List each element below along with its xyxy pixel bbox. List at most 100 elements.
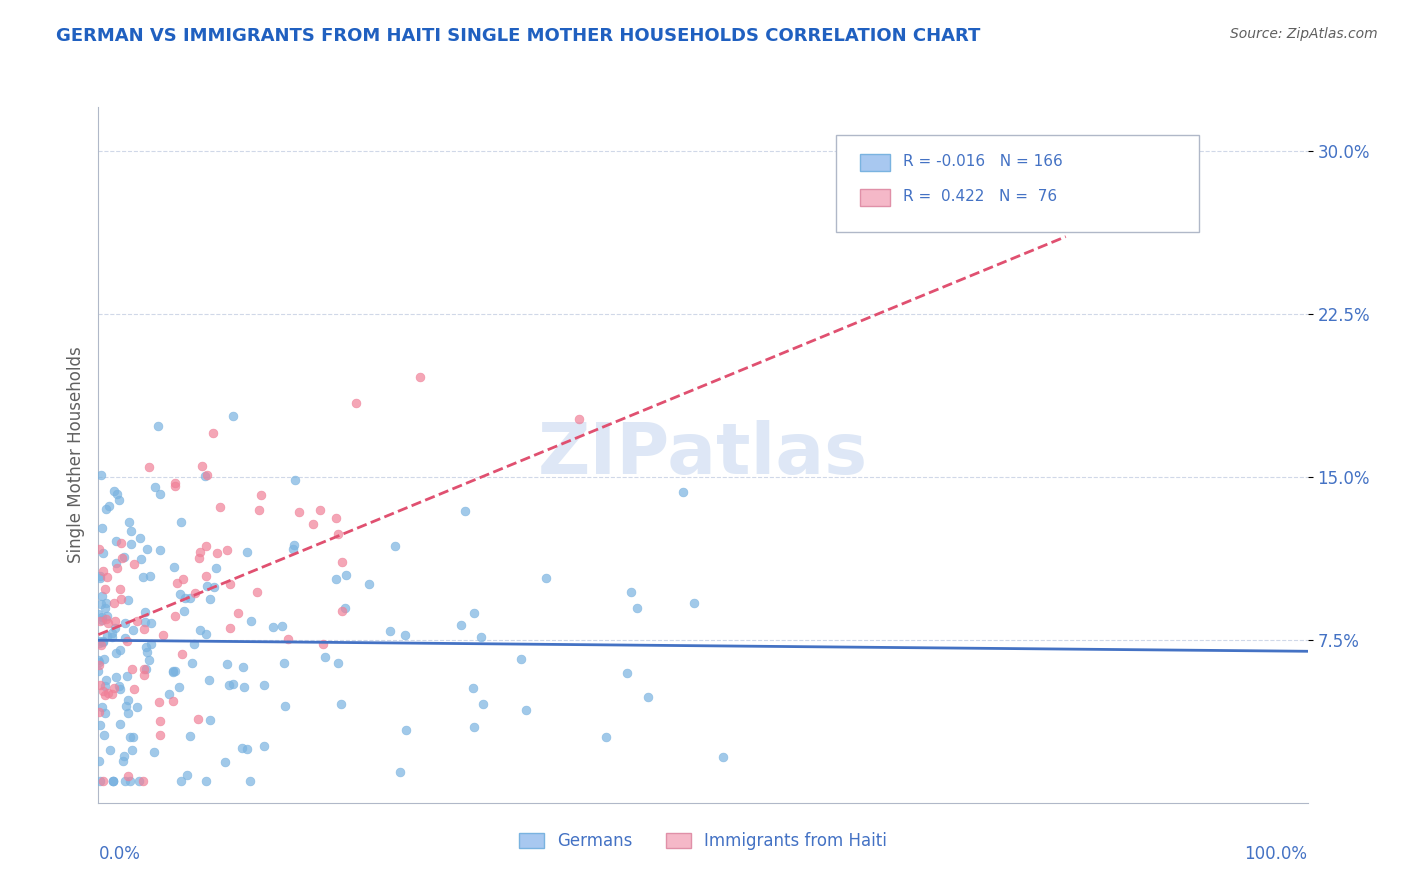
Point [105,561,128,575]
Point [94,596,117,610]
Point [262,620,284,634]
Point [344,396,367,410]
Point [170,515,193,529]
Point [104,614,127,628]
Point [110,551,132,566]
Point [87,607,110,622]
Point [214,755,236,769]
Point [253,677,276,691]
Point [149,542,172,557]
Point [122,730,145,744]
Point [181,656,204,670]
Point [128,774,150,789]
Point [96,629,118,643]
Point [359,577,381,591]
Point [273,656,295,670]
Point [595,731,617,745]
Point [145,480,167,494]
Point [472,698,495,712]
Point [96,612,118,626]
Point [141,637,163,651]
Point [97,615,120,630]
Point [94,582,117,597]
Point [91,564,114,578]
Point [87,542,110,557]
Text: 0.0%: 0.0% [98,845,141,863]
Point [87,652,110,666]
Point [117,769,139,783]
Point [87,705,110,719]
Point [682,596,704,610]
Point [409,369,432,384]
Text: Source: ZipAtlas.com: Source: ZipAtlas.com [1230,27,1378,41]
Point [672,484,695,499]
Point [183,638,205,652]
Point [138,460,160,475]
Point [89,717,111,731]
Point [132,570,155,584]
Point [193,469,215,483]
Point [101,774,124,789]
Point [104,670,127,684]
Point [114,615,136,630]
Point [246,584,269,599]
Point [87,634,110,648]
Point [169,587,191,601]
Point [112,754,135,768]
Point [568,412,591,426]
Point [195,774,218,789]
Point [463,681,485,695]
Point [188,551,211,566]
Point [510,652,533,666]
Point [94,679,117,693]
Point [134,605,156,619]
Point [142,745,165,759]
Point [326,657,349,671]
Point [239,614,262,628]
Point [163,664,186,678]
Point [233,681,256,695]
Point [89,636,111,650]
Point [314,649,336,664]
Point [281,542,304,557]
Point [91,546,114,560]
Point [172,572,194,586]
Point [309,503,332,517]
Point [384,539,406,553]
Point [127,614,149,628]
Point [330,697,353,711]
Point [91,589,114,603]
Point [97,499,120,513]
Point [89,569,111,583]
Point [188,545,211,559]
Point [218,577,240,591]
Point [149,728,172,742]
Point [90,610,112,624]
Point [139,615,162,630]
Point [146,419,169,434]
Point [236,545,259,559]
Point [108,679,131,693]
Point [118,515,141,529]
Point [395,723,418,737]
Text: GERMAN VS IMMIGRANTS FROM HAITI SINGLE MOTHER HOUSEHOLDS CORRELATION CHART: GERMAN VS IMMIGRANTS FROM HAITI SINGLE M… [56,27,980,45]
Point [330,555,353,569]
Point [157,687,180,701]
Point [202,580,225,594]
Point [90,700,112,714]
Point [96,570,118,584]
Point [87,664,110,678]
Point [179,591,201,606]
Point [87,655,110,669]
Point [170,774,193,789]
Point [89,614,111,628]
Point [162,665,184,679]
Point [149,714,172,728]
Point [204,561,226,575]
Point [198,591,221,606]
Point [277,632,299,646]
Point [219,621,242,635]
Point [626,600,648,615]
Point [129,531,152,545]
Point [94,501,117,516]
